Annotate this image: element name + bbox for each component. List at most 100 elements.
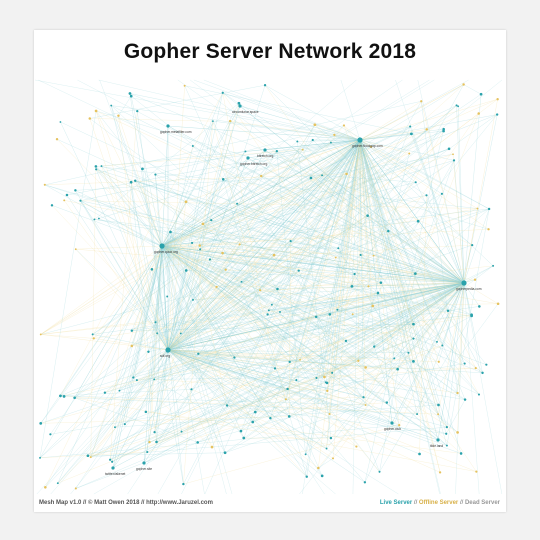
mesh-link: [167, 349, 228, 406]
server-node: [117, 114, 120, 117]
mesh-link: [365, 113, 479, 406]
mesh-link: [372, 303, 499, 307]
mesh-link: [359, 139, 400, 426]
server-node: [378, 470, 381, 473]
server-node: [331, 457, 335, 460]
mesh-link: [273, 84, 464, 256]
mesh-link: [270, 130, 444, 419]
server-node: [456, 431, 459, 434]
mesh-link: [358, 324, 414, 361]
mesh-link: [191, 282, 465, 390]
mesh-link: [287, 113, 479, 390]
server-node: [150, 267, 154, 271]
mesh-link: [167, 349, 307, 477]
server-node: [166, 295, 169, 298]
mesh-link: [212, 121, 287, 400]
mesh-link: [193, 79, 361, 141]
server-node: [457, 105, 460, 108]
mesh-link: [74, 139, 361, 398]
mesh-link: [64, 200, 465, 284]
mesh-link: [90, 305, 373, 458]
server-node: [345, 172, 348, 176]
mesh-link: [379, 273, 416, 472]
mesh-link: [239, 105, 361, 141]
mesh-link: [167, 85, 185, 351]
mesh-link: [156, 411, 256, 443]
mesh-link: [161, 245, 272, 305]
server-node: [351, 313, 354, 316]
server-node: [462, 83, 465, 86]
server-node: [184, 200, 188, 204]
mesh-link: [75, 245, 163, 250]
mesh-link: [298, 270, 380, 472]
server-node: [289, 240, 292, 243]
mesh-link: [147, 245, 163, 453]
mesh-link: [437, 282, 465, 415]
mesh-link: [374, 346, 400, 426]
server-node: [408, 152, 411, 155]
server-node: [136, 109, 139, 113]
mesh-link: [260, 290, 472, 316]
mesh-link: [338, 101, 422, 249]
mesh-link: [161, 245, 233, 495]
server-node: [273, 367, 277, 370]
legend-separator: //: [459, 500, 464, 506]
mesh-link: [359, 139, 395, 359]
server-node: [50, 204, 54, 207]
server-node: [129, 94, 133, 98]
server-node: [259, 289, 262, 292]
mesh-link: [38, 79, 465, 284]
server-node: [237, 101, 241, 105]
server-node: [437, 360, 440, 363]
node-layer: sdf.org gopher.floodgap.com gopherpedia.co…: [39, 83, 500, 490]
mesh-link: [111, 105, 163, 247]
server-node: [86, 454, 90, 458]
mesh-link: [40, 334, 94, 339]
mesh-link: [316, 126, 411, 379]
server-node: [123, 423, 126, 426]
server-node: [276, 287, 279, 291]
server-node: [148, 440, 151, 444]
mesh-link: [358, 282, 465, 361]
mesh-link: [247, 139, 361, 159]
mesh-link: [203, 79, 361, 141]
mesh-link: [343, 125, 414, 325]
mesh-link: [327, 139, 361, 391]
server-node: [396, 367, 399, 371]
mesh-link: [114, 245, 163, 428]
server-node: [221, 91, 224, 94]
mesh-link: [161, 245, 228, 406]
mesh-link: [252, 139, 361, 423]
server-node: [367, 285, 370, 288]
server-node: [272, 253, 276, 257]
mesh-link: [419, 195, 427, 454]
mesh-link: [426, 195, 465, 284]
server-node: [73, 396, 76, 400]
server-node: [440, 192, 443, 195]
server-node: [441, 344, 444, 347]
mesh-link: [413, 282, 465, 325]
mesh-link: [112, 245, 163, 469]
mesh-link: [66, 194, 169, 351]
mesh-link: [202, 223, 462, 454]
mesh-link: [198, 353, 290, 417]
mesh-link: [180, 105, 457, 334]
server-node: [476, 207, 479, 210]
mesh-link: [359, 139, 455, 161]
mesh-link: [119, 245, 163, 391]
hub-node: [357, 137, 363, 143]
mesh-link: [90, 166, 97, 458]
server-node: [299, 358, 301, 361]
server-node: [344, 339, 348, 343]
server-node: [487, 207, 491, 211]
mesh-link: [39, 349, 169, 458]
mesh-link: [199, 148, 450, 246]
mesh-link: [183, 139, 361, 485]
server-node: [94, 165, 98, 168]
server-node: [364, 404, 367, 406]
mesh-link: [192, 265, 494, 301]
server-node: [39, 421, 43, 425]
server-node: [270, 303, 273, 306]
mesh-link: [161, 79, 435, 247]
mesh-link: [40, 416, 290, 424]
